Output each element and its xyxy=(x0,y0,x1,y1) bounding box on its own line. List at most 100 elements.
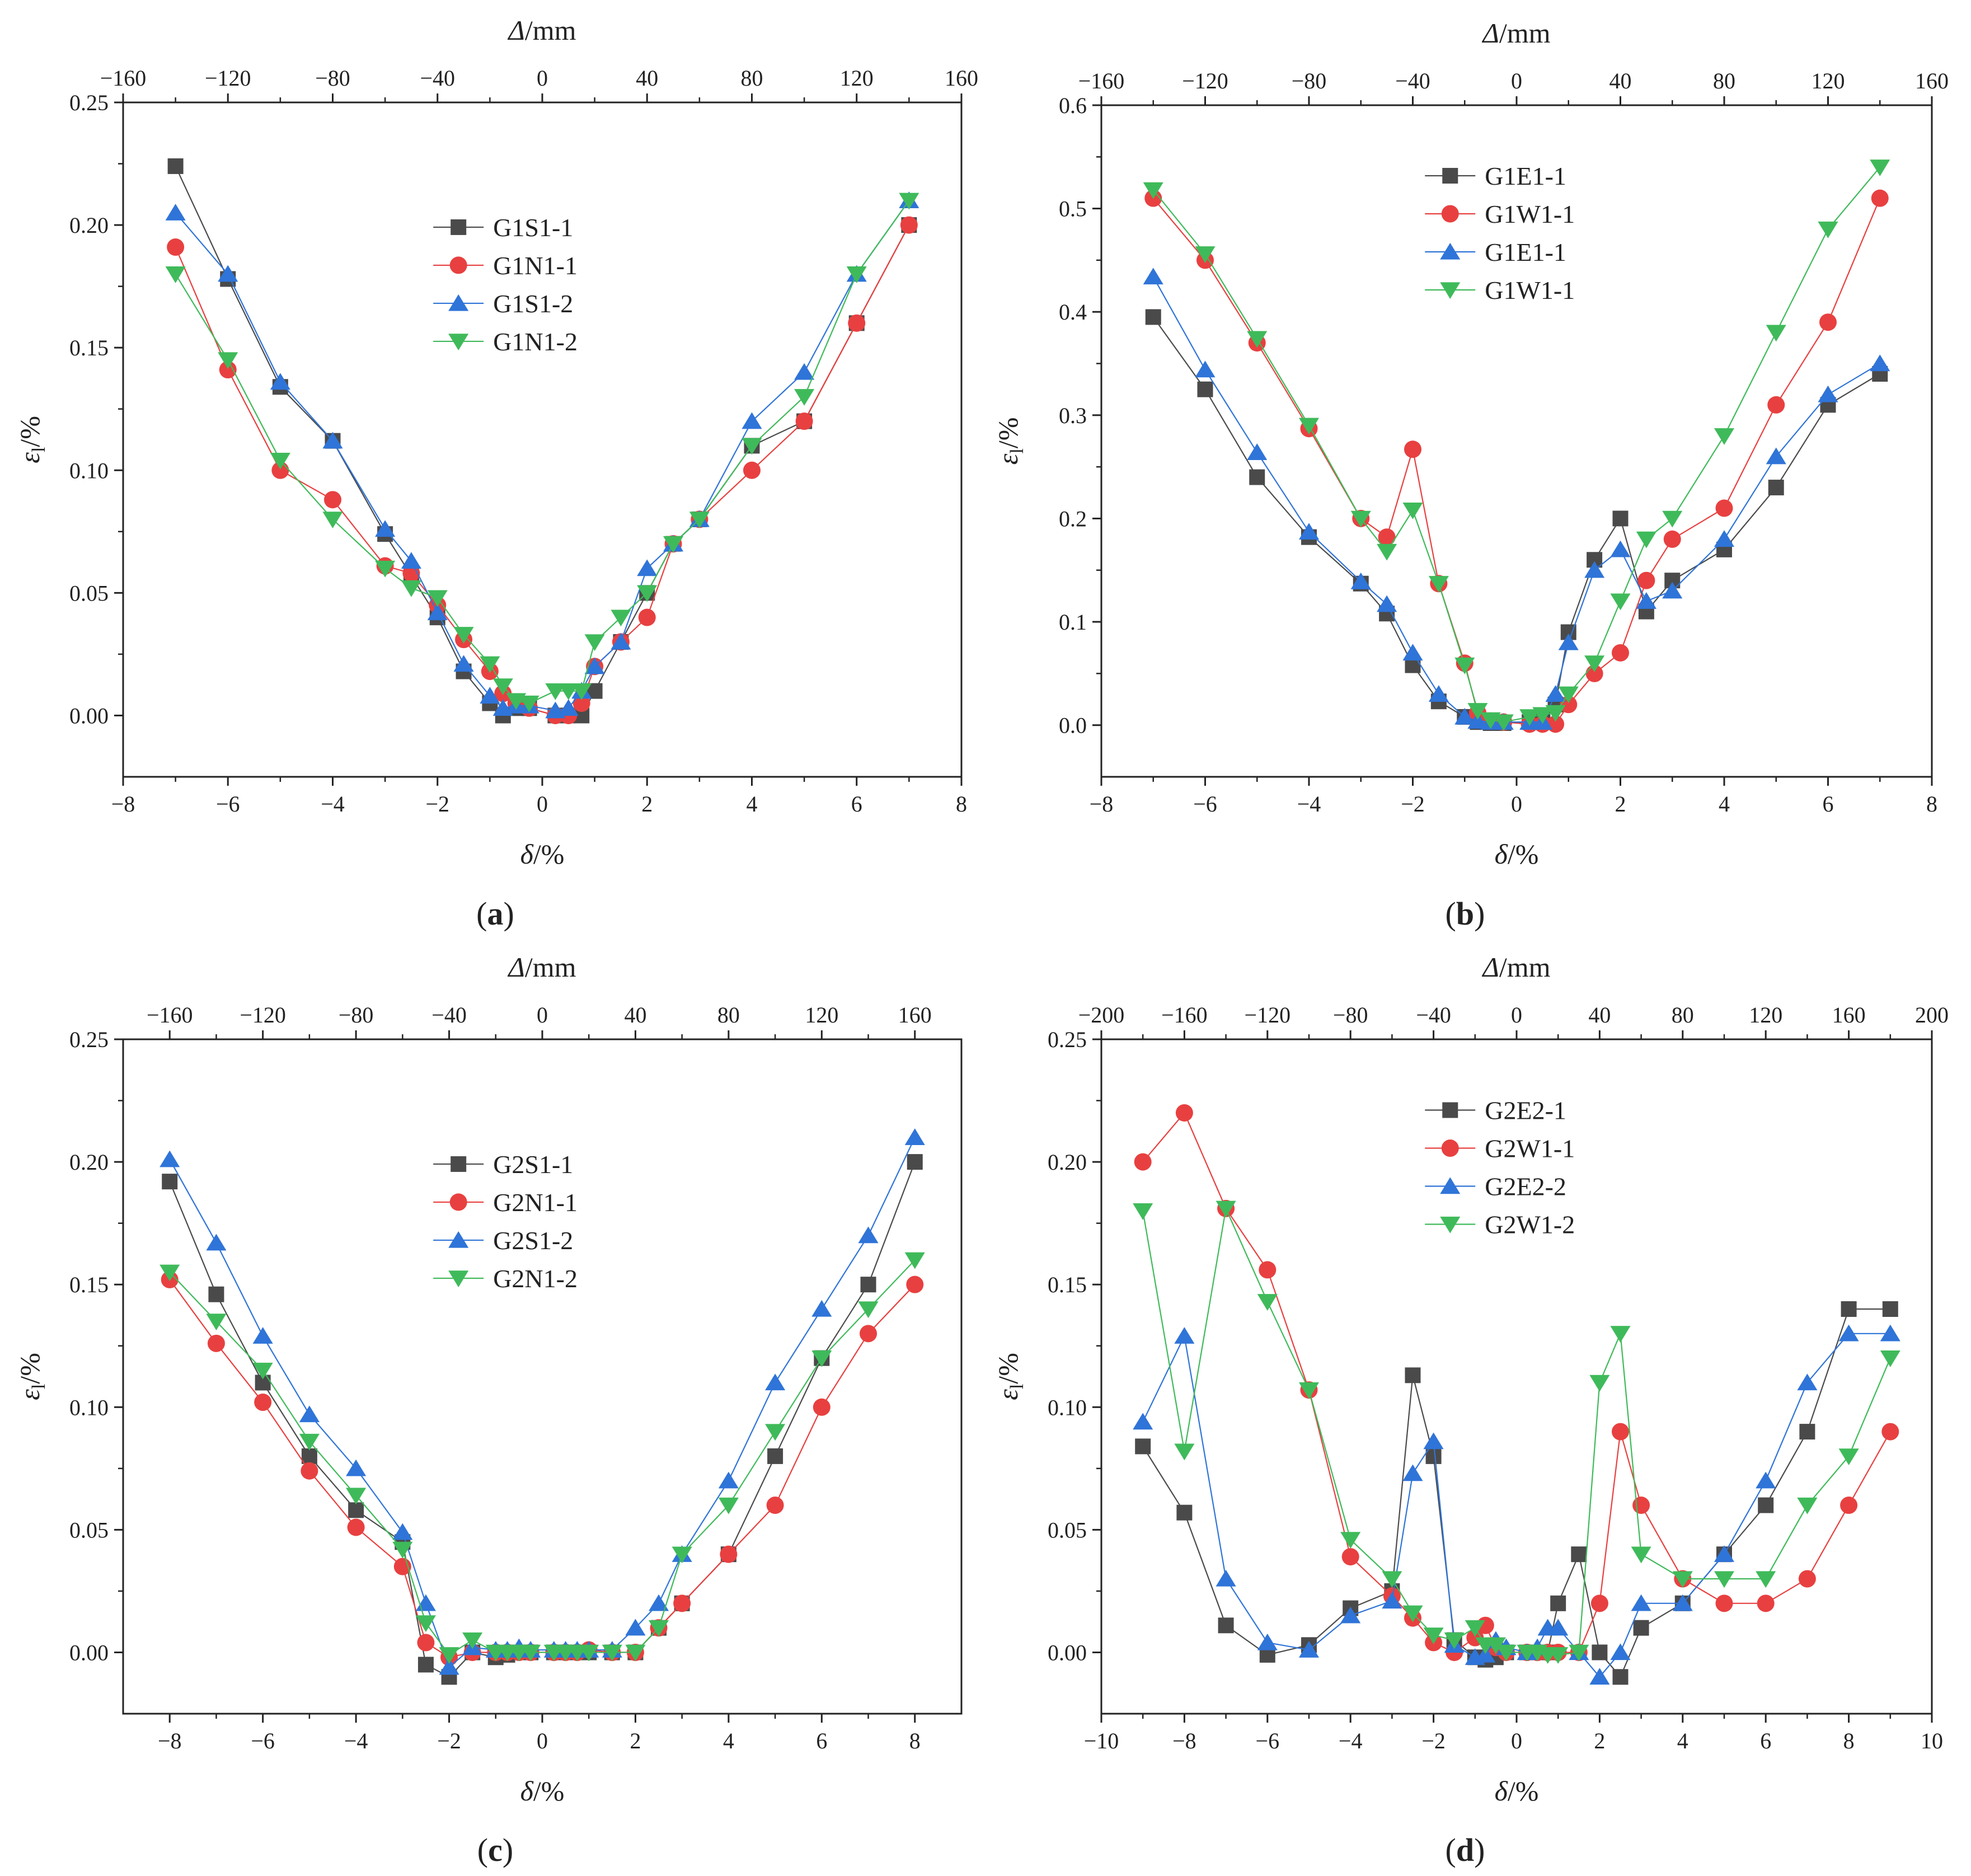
data-point xyxy=(1133,1203,1153,1220)
x2-axis-title-symbol: Δ xyxy=(1481,17,1499,49)
data-point xyxy=(1662,581,1683,599)
x2-tick-label: −120 xyxy=(1182,68,1228,93)
y-tick-label: 0.25 xyxy=(69,90,109,115)
x2-tick-label: 0 xyxy=(537,65,548,91)
x2-tick-label: 120 xyxy=(805,1002,838,1028)
legend-marker xyxy=(1441,1139,1459,1157)
data-point xyxy=(558,699,579,716)
series-G2N1-2 xyxy=(159,1252,925,1664)
x-tick-label: 0 xyxy=(537,1728,548,1753)
data-point xyxy=(1485,1637,1506,1654)
data-point xyxy=(860,1277,876,1293)
legend: G1S1-1 G1N1-1 G1S1-2 G1N1-2 xyxy=(433,213,578,356)
y-tick-label: 0.25 xyxy=(1048,1027,1087,1052)
x-tick-label: 4 xyxy=(747,791,758,817)
data-point xyxy=(1592,1644,1608,1661)
data-point xyxy=(492,678,513,695)
x2-axis-title-symbol: Δ xyxy=(507,15,524,46)
data-point xyxy=(649,1594,669,1611)
data-point xyxy=(1467,712,1488,729)
x2-tick-label: 200 xyxy=(1915,1002,1949,1028)
x2-tick-label: −40 xyxy=(1395,68,1430,93)
data-point xyxy=(1176,1504,1193,1521)
y-tick-label: 0.00 xyxy=(1048,1640,1087,1665)
data-point xyxy=(520,1644,541,1662)
data-point xyxy=(1571,1546,1587,1563)
panel-caption: (b) xyxy=(1446,895,1485,932)
x2-tick-label: −80 xyxy=(315,65,350,91)
legend-label: G2S1-1 xyxy=(493,1150,573,1179)
x2-tick-label: 0 xyxy=(1511,68,1522,93)
data-point xyxy=(453,627,474,644)
data-point xyxy=(167,158,184,174)
y-axis-title-unit: /% xyxy=(992,1353,1024,1384)
x-axis-title-symbol: δ xyxy=(1495,1775,1508,1807)
legend-marker xyxy=(448,1231,469,1248)
series-line xyxy=(1142,1206,1891,1655)
data-point xyxy=(1818,385,1838,402)
x-tick-label: −6 xyxy=(1193,791,1217,817)
data-point xyxy=(1454,707,1475,725)
legend-label: G2N1-1 xyxy=(493,1188,578,1217)
legend-marker xyxy=(450,219,467,235)
data-point xyxy=(1216,1569,1236,1587)
y-axis-title: εl/% xyxy=(992,1353,1027,1400)
data-point xyxy=(611,632,631,650)
y-tick-label: 0.4 xyxy=(1059,299,1087,325)
data-point xyxy=(453,655,474,672)
data-point xyxy=(427,603,448,621)
data-point xyxy=(1880,1324,1900,1342)
caption-close: ) xyxy=(504,895,514,932)
data-point xyxy=(1663,530,1681,548)
data-point xyxy=(1545,705,1566,722)
x2-axis-title: Δ/mm xyxy=(507,951,576,983)
x2-tick-label: −160 xyxy=(1078,68,1125,93)
data-point xyxy=(1143,182,1163,199)
x2-tick-label: −160 xyxy=(100,65,147,91)
x2-tick-label: 0 xyxy=(1511,1002,1522,1028)
data-point xyxy=(1882,1301,1898,1317)
x2-tick-label: −160 xyxy=(1161,1002,1208,1028)
data-point xyxy=(1428,576,1449,593)
data-point xyxy=(718,1497,739,1514)
x2-tick-label: −80 xyxy=(1292,68,1327,93)
data-point xyxy=(811,1350,832,1367)
data-point xyxy=(649,1620,669,1637)
x-tick-label: −4 xyxy=(344,1728,368,1753)
y-tick-label: 0.20 xyxy=(1048,1150,1087,1175)
data-point xyxy=(846,266,867,283)
data-point xyxy=(720,1545,738,1563)
legend: G2S1-1 G2N1-1 G2S1-2 G2N1-2 xyxy=(433,1150,578,1293)
series-line xyxy=(175,200,910,704)
data-point xyxy=(795,412,813,430)
data-point xyxy=(392,1523,413,1540)
legend-marker xyxy=(449,256,467,274)
caption-letter: b xyxy=(1456,895,1474,932)
data-point xyxy=(1454,657,1475,674)
x2-tick-label: −40 xyxy=(1416,1002,1451,1028)
y-axis-title-unit: /% xyxy=(992,418,1024,449)
data-point xyxy=(571,683,592,700)
data-point xyxy=(1756,1571,1776,1588)
data-point xyxy=(1612,1669,1629,1685)
x2-axis-title-symbol: Δ xyxy=(1481,951,1499,983)
chart-panels: −8 −6 −4 −2 0 2 4 6 8−160 −120 −80 −40 0 40 80 120 1600.… xyxy=(14,15,1949,1868)
x-tick-label: −2 xyxy=(437,1728,461,1753)
y-tick-label: 0.10 xyxy=(69,1395,109,1420)
y-axis-title: εl/% xyxy=(992,418,1027,465)
data-point xyxy=(1870,354,1890,372)
data-point xyxy=(1175,1104,1193,1122)
legend-label: G2W1-2 xyxy=(1485,1211,1575,1239)
data-point xyxy=(346,1488,367,1505)
x-axis-title-symbol: δ xyxy=(520,838,534,870)
legend-marker xyxy=(1442,1102,1458,1118)
legend: G1E1-1 G1W1-1 G1E1-1 G1W1-1 xyxy=(1425,162,1575,304)
x-tick-label: −8 xyxy=(1172,1728,1196,1753)
data-point xyxy=(462,1632,483,1649)
legend-label: G2E2-2 xyxy=(1485,1172,1566,1201)
x2-tick-label: 80 xyxy=(1672,1002,1694,1028)
data-point xyxy=(1672,1571,1693,1588)
data-point xyxy=(545,683,566,700)
data-point xyxy=(1257,1633,1278,1650)
